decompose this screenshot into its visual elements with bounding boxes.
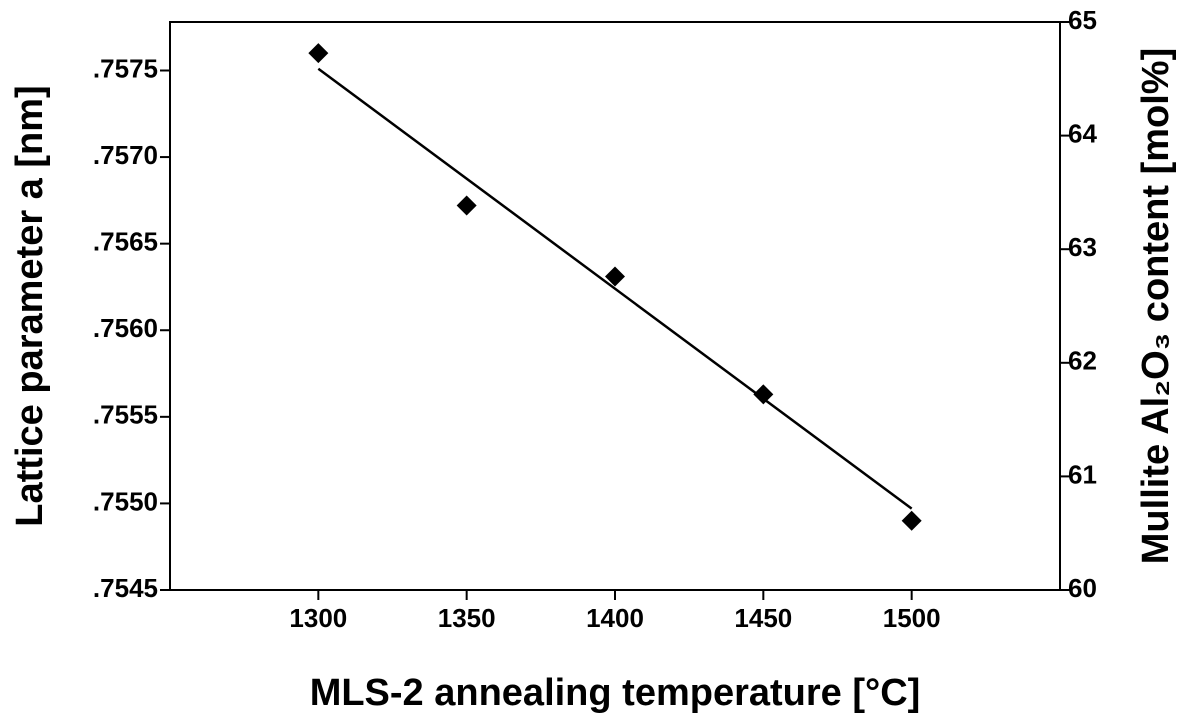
y-tick-label: .7550 [93, 486, 158, 516]
y-axis-label: Lattice parameter a [nm] [9, 85, 51, 526]
y-tick-label: .7545 [93, 573, 158, 603]
y-tick-label: .7575 [93, 53, 158, 83]
data-point [605, 266, 625, 287]
data-point [901, 510, 922, 531]
x-tick-label: 1500 [883, 603, 941, 633]
x-tick-label: 1300 [289, 603, 347, 633]
y2-tick-label: 62 [1068, 346, 1097, 376]
y2-tick-label: 60 [1068, 573, 1097, 603]
x-axis-label: MLS-2 annealing temperature [°C] [310, 672, 921, 714]
fit-line [317, 67, 913, 510]
y-tick-label: .7560 [93, 313, 158, 343]
y-tick-label: .7570 [93, 140, 158, 170]
data-point [753, 384, 774, 405]
x-tick-label: 1400 [586, 603, 644, 633]
y2-axis-label: Mullite Al₂O₃ content [mol%] [1135, 48, 1177, 564]
y-tick-label: .7565 [93, 227, 158, 257]
plot-frame [169, 21, 1061, 591]
x-tick-label: 1450 [734, 603, 792, 633]
x-tick-label: 1350 [438, 603, 496, 633]
y2-tick-label: 65 [1068, 5, 1097, 35]
y2-tick-label: 61 [1068, 459, 1097, 489]
data-point [456, 195, 477, 216]
y-tick-label: .7555 [93, 400, 158, 430]
data-point [308, 43, 329, 64]
y2-tick-label: 64 [1068, 118, 1097, 148]
y2-tick-label: 63 [1068, 232, 1097, 262]
